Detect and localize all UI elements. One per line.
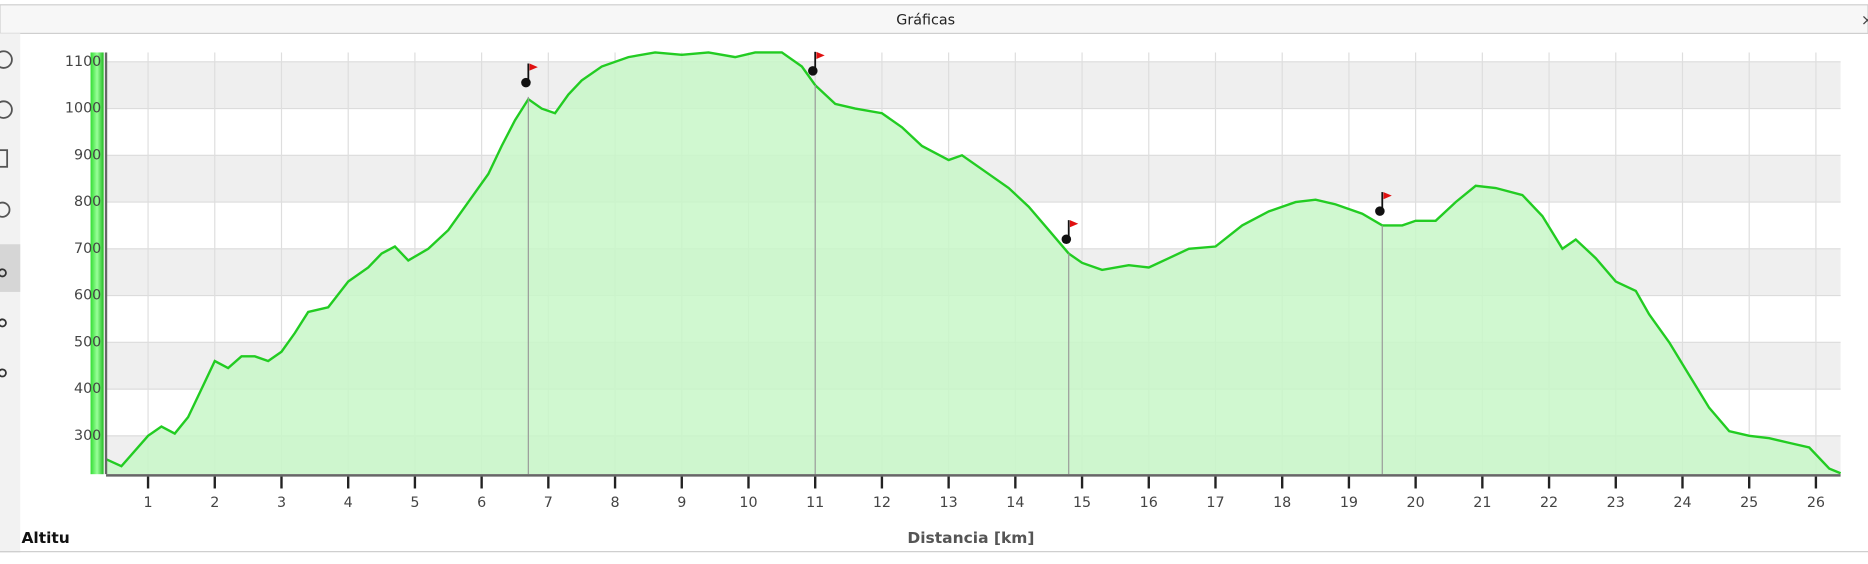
y-tick-label: 700 [74, 241, 101, 257]
waypoint [1375, 206, 1385, 216]
window-title: Gráficas [896, 12, 955, 28]
area-fill [106, 52, 1841, 475]
x-tick-label: 13 [940, 495, 958, 511]
y-tick-label: 300 [74, 428, 101, 444]
y-tick-label: 1000 [65, 101, 101, 117]
x-tick-label: 16 [1140, 495, 1158, 511]
x-tick-label: 11 [806, 495, 824, 511]
y-tick-label: 1100 [65, 54, 101, 70]
zoom-tool[interactable] [0, 268, 7, 278]
x-tick-label: 9 [677, 495, 686, 511]
x-tick-label: 10 [739, 495, 757, 511]
x-tick-label: 6 [477, 495, 486, 511]
y-tick-label: 400 [74, 381, 101, 397]
x-tick-label: 8 [611, 495, 620, 511]
x-tick-label: 12 [873, 495, 891, 511]
flag [529, 63, 538, 71]
active-tool[interactable] [0, 244, 21, 292]
x-axis-label: Distancia [km] [907, 529, 1034, 547]
x-tick-label: 18 [1273, 495, 1291, 511]
x-tick-label: 22 [1540, 495, 1558, 511]
grid-band [106, 61, 1841, 109]
x-tick-label: 15 [1073, 495, 1091, 511]
x-tick-label: 17 [1206, 495, 1224, 511]
x-tick-label: 21 [1473, 495, 1491, 511]
altitude-line [105, 51, 1842, 475]
x-tick-label: 3 [277, 495, 286, 511]
x-tick-label: 19 [1340, 495, 1358, 511]
waypoint [808, 66, 818, 76]
x-tick-label: 1 [144, 495, 153, 511]
waypoint [521, 77, 531, 88]
y-axis-label: Altitu [21, 529, 69, 547]
flag [816, 51, 825, 59]
x-tick-label: 2 [210, 495, 219, 511]
zoom-out-button[interactable] [0, 100, 13, 119]
x-tick-label: 23 [1607, 495, 1625, 511]
toolbar [0, 33, 21, 553]
x-tick-label: 26 [1807, 495, 1825, 511]
y-tick-label: 900 [74, 147, 101, 163]
x-tick-label: 14 [1006, 495, 1024, 511]
y-tick-label: 600 [74, 288, 101, 304]
x-tick-label: 24 [1673, 495, 1691, 511]
title-bar [0, 4, 1868, 34]
y-tick-label: 500 [74, 334, 101, 350]
x-tick-label: 5 [410, 495, 419, 511]
zoom-tool-2[interactable] [0, 318, 7, 328]
x-tick-label: 7 [544, 495, 553, 511]
zoom-tool-3[interactable] [0, 368, 7, 378]
waypoint [1061, 234, 1072, 244]
zoom-in-button[interactable] [0, 50, 13, 69]
x-tick-label: 20 [1407, 495, 1425, 511]
y-tick-label: 800 [74, 194, 101, 210]
page-button[interactable] [0, 149, 9, 168]
flag [1069, 220, 1079, 228]
x-tick-label: 25 [1740, 495, 1758, 511]
x-tick-label: 4 [344, 495, 353, 511]
altitude-bar [90, 52, 104, 475]
flag [1383, 192, 1392, 200]
close-button[interactable]: × [1861, 11, 1868, 29]
search-button[interactable] [0, 201, 11, 218]
